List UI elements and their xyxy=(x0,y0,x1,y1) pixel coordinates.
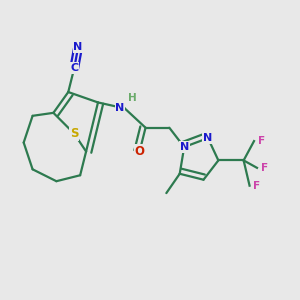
Text: F: F xyxy=(253,181,260,191)
Text: N: N xyxy=(180,142,189,152)
Text: N: N xyxy=(74,43,83,52)
Text: N: N xyxy=(203,133,213,143)
Text: N: N xyxy=(116,103,125,113)
Text: H: H xyxy=(128,93,137,103)
Text: O: O xyxy=(135,145,145,158)
Text: S: S xyxy=(70,127,79,140)
Text: F: F xyxy=(261,163,268,173)
Text: C: C xyxy=(70,63,78,73)
Text: F: F xyxy=(258,136,265,146)
